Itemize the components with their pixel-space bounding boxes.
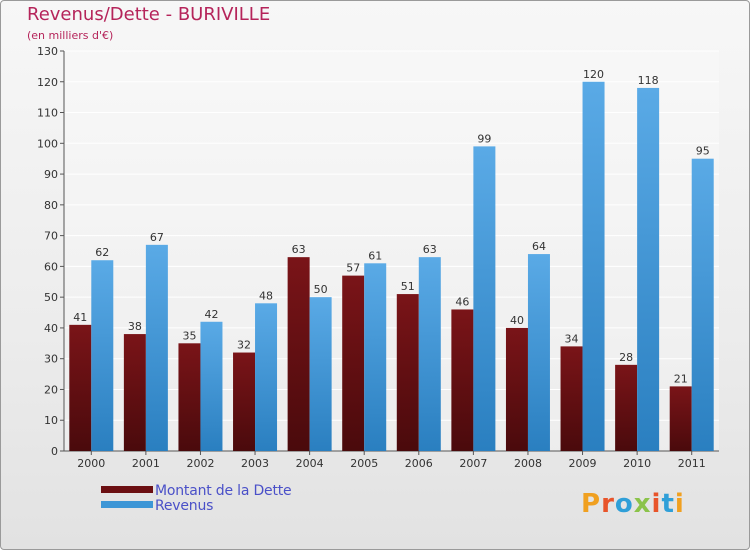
x-tick-label: 2005 (350, 457, 378, 470)
y-tick-label: 10 (44, 414, 58, 427)
data-label: 63 (423, 243, 437, 256)
y-tick-label: 90 (44, 168, 58, 181)
y-tick-label: 40 (44, 322, 58, 335)
logo-letter: P (581, 489, 602, 519)
x-tick-label: 2006 (405, 457, 433, 470)
x-tick-label: 2008 (514, 457, 542, 470)
x-tick-label: 2000 (77, 457, 105, 470)
x-tick-label: 2010 (623, 457, 651, 470)
bar-revenus (364, 263, 387, 451)
data-label: 34 (565, 332, 579, 345)
bar-dette (615, 364, 638, 451)
logo-letter: i (674, 489, 685, 519)
x-tick-label: 2003 (241, 457, 269, 470)
y-tick-label: 60 (44, 260, 58, 273)
data-label: 48 (259, 289, 273, 302)
bar-revenus (582, 81, 605, 452)
legend-label-revenus: Revenus (155, 498, 214, 514)
data-label: 99 (477, 132, 491, 145)
y-tick-label: 70 (44, 230, 58, 243)
data-label: 57 (346, 262, 360, 275)
bar-revenus (527, 254, 550, 451)
data-label: 21 (674, 372, 688, 385)
data-label: 28 (619, 351, 633, 364)
data-label: 120 (583, 68, 604, 81)
y-tick-label: 30 (44, 353, 58, 366)
y-tick-label: 130 (37, 45, 58, 58)
data-label: 118 (638, 74, 659, 87)
data-label: 38 (128, 320, 142, 333)
bar-dette (669, 386, 692, 451)
bar-dette (233, 352, 256, 451)
data-label: 62 (95, 246, 109, 259)
y-tick-label: 50 (44, 291, 58, 304)
data-label: 46 (455, 295, 469, 308)
logo-letter: o (614, 489, 634, 519)
bar-dette (505, 327, 528, 451)
y-tick-label: 80 (44, 199, 58, 212)
x-tick-label: 2002 (186, 457, 214, 470)
bar-revenus (418, 257, 441, 451)
x-tick-label: 2007 (459, 457, 487, 470)
y-tick-label: 110 (37, 107, 58, 120)
data-label: 63 (292, 243, 306, 256)
bar-dette (287, 257, 310, 451)
bar-revenus (145, 244, 168, 451)
data-label: 61 (368, 249, 382, 262)
bar-revenus (255, 303, 278, 451)
legend-label-dette: Montant de la Dette (155, 483, 292, 499)
x-tick-label: 2004 (296, 457, 324, 470)
data-label: 67 (150, 231, 164, 244)
bar-revenus (91, 260, 114, 451)
chart-subtitle: (en milliers d'€) (27, 29, 114, 42)
data-label: 42 (204, 308, 218, 321)
bar-dette (123, 334, 146, 451)
bar-revenus (473, 146, 496, 451)
x-tick-label: 2001 (132, 457, 160, 470)
chart-title: Revenus/Dette - BURIVILLE (27, 4, 271, 25)
legend-swatch-revenus (101, 501, 153, 508)
proxiti-logo: Proxiti (581, 489, 685, 519)
data-label: 51 (401, 280, 415, 293)
logo-letter: r (601, 489, 615, 519)
bar-revenus (200, 321, 223, 451)
logo-letter: x (633, 489, 652, 519)
data-label: 64 (532, 240, 546, 253)
bar-dette (178, 343, 201, 451)
x-tick-label: 2011 (678, 457, 706, 470)
data-label: 50 (314, 283, 328, 296)
data-label: 32 (237, 339, 251, 352)
logo-letter: i (651, 489, 662, 519)
bar-revenus (309, 297, 332, 451)
bar-revenus (691, 158, 714, 451)
y-tick-label: 20 (44, 383, 58, 396)
y-tick-label: 0 (51, 445, 58, 458)
bar-dette (451, 309, 474, 451)
bar-dette (342, 275, 365, 451)
y-tick-label: 100 (37, 137, 58, 150)
y-tick-label: 120 (37, 76, 58, 89)
bar-dette (69, 324, 92, 451)
data-label: 41 (73, 311, 87, 324)
data-label: 40 (510, 314, 524, 327)
data-label: 95 (696, 145, 710, 158)
logo-letter: t (661, 489, 675, 519)
bar-revenus (637, 87, 660, 451)
bar-dette (396, 294, 419, 451)
plot-area (64, 51, 719, 451)
data-label: 35 (182, 329, 196, 342)
bar-dette (560, 346, 583, 451)
legend-swatch-dette (101, 486, 153, 493)
x-tick-label: 2009 (569, 457, 597, 470)
